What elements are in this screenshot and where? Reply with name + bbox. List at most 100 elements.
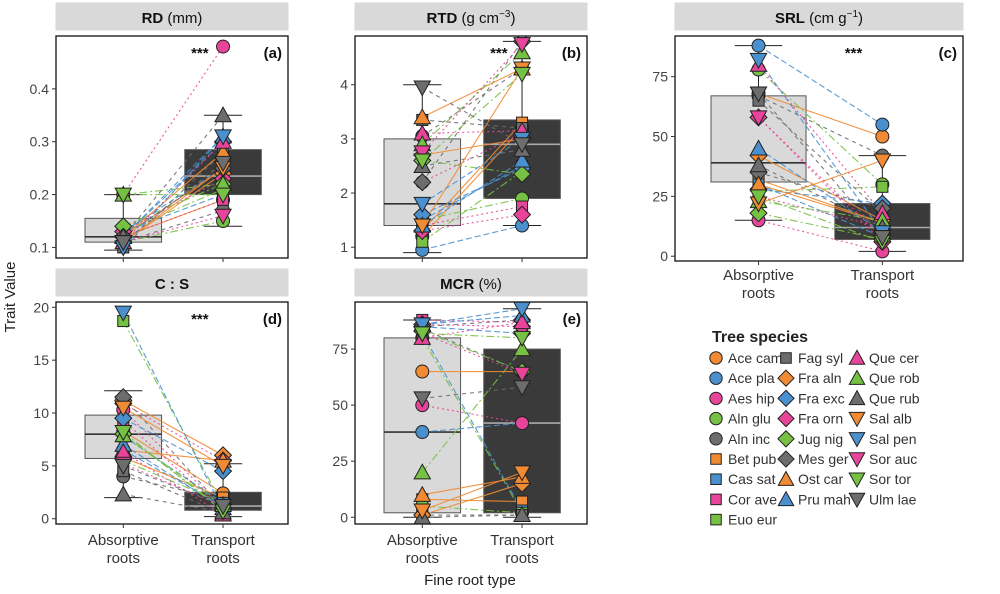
pair-line: [421, 122, 523, 232]
pair-line: [758, 188, 883, 205]
legend-label: Ace pla: [728, 370, 775, 386]
category-label-line1: Absorptive: [88, 532, 159, 549]
panel-title-unit: (cm g: [805, 10, 847, 27]
point-transport-fra-orn: [512, 205, 532, 224]
legend-label: Mes ger: [798, 451, 849, 467]
pair-line: [122, 434, 224, 506]
legend-marker-que-cer: [848, 349, 866, 365]
point-absorptive-que-rub: [749, 156, 768, 173]
significance-marker: ***: [845, 45, 863, 62]
point-transport-ace-pla: [875, 117, 890, 132]
points: [114, 305, 233, 522]
panel-plot-area: [710, 38, 931, 259]
y-tick-label: 2: [340, 185, 348, 201]
pair-line: [123, 188, 224, 233]
point-absorptive-sor-tor: [114, 425, 133, 442]
pair-line: [758, 64, 883, 214]
panel-title-unit: (mm): [163, 10, 202, 27]
legend-marker-ulm-lae: [848, 492, 866, 509]
panel-plot-area: [84, 39, 262, 257]
legend-item-ace-pla: Ace pla: [709, 370, 775, 386]
category-label-line1: Transport: [191, 532, 255, 549]
pair-line: [123, 493, 224, 513]
pair-line: [758, 179, 883, 224]
panel-plot-area: [84, 305, 262, 522]
category-label-line2: roots: [206, 550, 239, 567]
point-absorptive-sal-pen: [114, 305, 133, 322]
pair-line: [123, 475, 224, 501]
significance-marker: ***: [191, 311, 209, 328]
point-absorptive-que-rub: [114, 485, 133, 502]
point-transport-sal-alb: [513, 465, 532, 482]
legend-label: Sor tor: [869, 471, 911, 487]
panels: RD (mm) 0.1 0.2 0.3 0.4 *** (a) RTD (g cm−3) 1 2 3…: [30, 2, 964, 567]
legend-label: Aln inc: [728, 431, 770, 447]
y-tick-label: 15: [33, 352, 49, 368]
point-transport-aes-hip: [216, 39, 231, 54]
y-tick-label: 50: [652, 129, 668, 145]
legend-label: Que rub: [869, 390, 920, 406]
pair-line: [422, 197, 523, 221]
panel-title-unit: (g cm: [457, 10, 499, 27]
pair-line: [758, 148, 883, 233]
point-absorptive-sal-pen: [413, 196, 432, 214]
pair-line: [123, 417, 224, 472]
pair-line: [122, 444, 224, 509]
panel-label: (c): [939, 45, 957, 62]
category-label-line2: roots: [866, 285, 899, 302]
category-label: Transport roots: [191, 532, 255, 567]
y-tick-label: 20: [33, 299, 49, 315]
pair-line: [758, 59, 883, 233]
legend-label: Ace cam: [728, 350, 782, 366]
pair-line: [758, 155, 883, 221]
point-transport-sor-tor: [214, 187, 233, 204]
legend-label: Bet pub: [728, 451, 776, 467]
pair-line: [422, 308, 523, 325]
pair-line: [122, 136, 224, 238]
y-tick-label: 0.3: [30, 134, 50, 150]
panel-title-name: MCR: [440, 276, 474, 293]
legend-marker-que-rob: [848, 369, 866, 385]
point-absorptive-ace-pla: [751, 38, 766, 53]
pair-line: [758, 183, 883, 224]
legend-marker-cas-sat: [710, 473, 722, 485]
category-label-line1: Absorptive: [723, 267, 794, 284]
point-absorptive-sor-tor: [114, 187, 133, 204]
point-transport-ulm-lae: [214, 499, 233, 516]
legend-label: Pru mah: [798, 491, 851, 507]
legend-items: Ace cam Ace pla Aes hip Aln glu Aln inc Bet p…: [709, 349, 920, 528]
pair-line: [422, 476, 523, 496]
legend-marker-bet-pub: [710, 453, 722, 465]
legend-item-cor-ave: Cor ave: [710, 491, 777, 507]
point-absorptive-jug-nig: [749, 203, 768, 223]
pair-line: [122, 431, 224, 512]
point-transport-sor-tor: [513, 330, 532, 348]
y-tick-label: 0: [340, 509, 348, 525]
pair-line: [422, 130, 523, 135]
legend-marker-fra-orn: [777, 409, 795, 428]
point-transport-sor-auc: [513, 37, 532, 54]
point-absorptive-sor-auc: [749, 110, 768, 127]
point-transport-sal-pen: [214, 129, 233, 146]
pair-line: [123, 215, 224, 243]
legend-item-fra-exc: Fra exc: [777, 389, 845, 408]
legend-item-bet-pub: Bet pub: [710, 451, 776, 467]
panel-title-name: RD: [142, 10, 164, 27]
pair-line: [122, 167, 224, 238]
legend-label: Jug nig: [798, 431, 843, 447]
pair-line: [123, 399, 224, 456]
legend-marker-aes-hip: [709, 391, 723, 406]
point-transport-ace-cam: [875, 129, 890, 144]
pair-line: [422, 386, 523, 399]
point-absorptive-ost-car: [413, 485, 432, 502]
category-label-line2: roots: [742, 285, 775, 302]
legend-marker-aln-glu: [709, 411, 723, 426]
pair-line: [122, 136, 224, 248]
y-tick-label: 25: [652, 188, 668, 204]
legend-label: Sal alb: [869, 411, 912, 427]
legend-item-euo-eur: Euo eur: [710, 512, 777, 528]
pair-line: [758, 159, 883, 205]
pair-line: [123, 403, 224, 462]
